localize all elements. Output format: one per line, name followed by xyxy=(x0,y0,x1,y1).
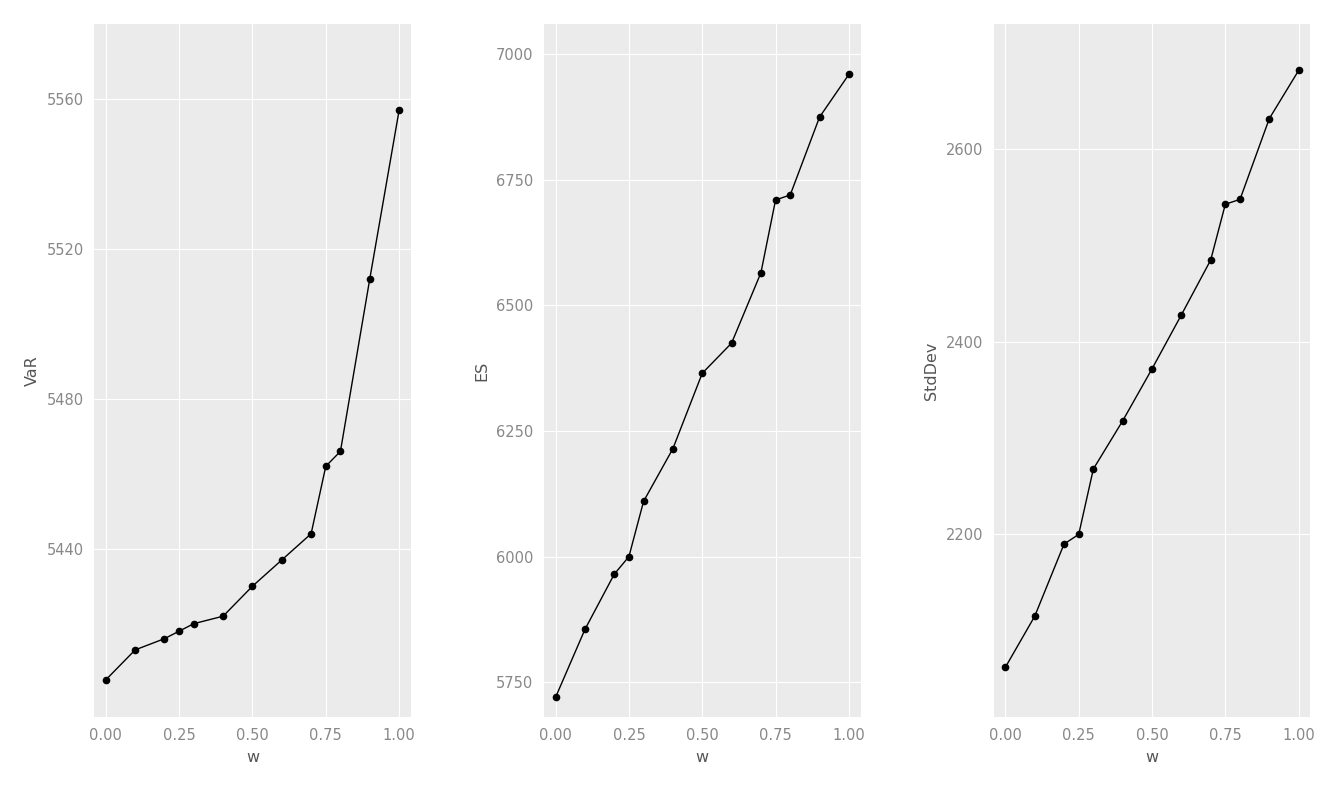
X-axis label: w: w xyxy=(696,750,708,765)
X-axis label: w: w xyxy=(246,750,259,765)
X-axis label: w: w xyxy=(1145,750,1159,765)
Y-axis label: ES: ES xyxy=(474,360,489,381)
Y-axis label: VaR: VaR xyxy=(24,355,39,386)
Y-axis label: StdDev: StdDev xyxy=(923,342,939,400)
